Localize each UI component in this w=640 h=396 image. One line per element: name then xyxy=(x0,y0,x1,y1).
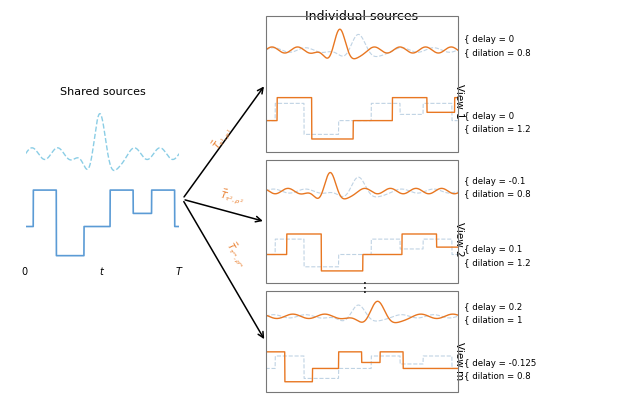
Text: $\vec{T}_{\tau^1,\rho^1}$: $\vec{T}_{\tau^1,\rho^1}$ xyxy=(209,124,237,153)
Text: { delay = 0.2
{ dilation = 1: { delay = 0.2 { dilation = 1 xyxy=(464,303,522,324)
Text: $\vec{T}_{\tau^m,\rho^m}$: $\vec{T}_{\tau^m,\rho^m}$ xyxy=(223,239,250,271)
Text: 0: 0 xyxy=(21,267,27,277)
Text: $T$: $T$ xyxy=(175,265,184,277)
Text: Individual sources: Individual sources xyxy=(305,10,418,23)
Text: { delay = -0.125
{ dilation = 0.8: { delay = -0.125 { dilation = 0.8 xyxy=(464,359,536,381)
Text: View m: View m xyxy=(454,341,464,380)
Title: Shared sources: Shared sources xyxy=(60,87,145,97)
Text: View 2: View 2 xyxy=(454,222,464,256)
Text: { delay = 0.1
{ dilation = 1.2: { delay = 0.1 { dilation = 1.2 xyxy=(464,246,531,267)
Text: $t$: $t$ xyxy=(99,265,106,277)
Text: { delay = 0
{ dilation = 0.8: { delay = 0 { dilation = 0.8 xyxy=(464,35,531,57)
Text: { delay = 0
{ dilation = 1.2: { delay = 0 { dilation = 1.2 xyxy=(464,112,531,133)
Text: $\vec{T}_{\tau^2,\rho^2}$: $\vec{T}_{\tau^2,\rho^2}$ xyxy=(218,187,246,209)
Text: View 1: View 1 xyxy=(454,84,464,119)
Text: $\vdots$: $\vdots$ xyxy=(356,280,367,295)
Text: { delay = -0.1
{ dilation = 0.8: { delay = -0.1 { dilation = 0.8 xyxy=(464,177,531,198)
